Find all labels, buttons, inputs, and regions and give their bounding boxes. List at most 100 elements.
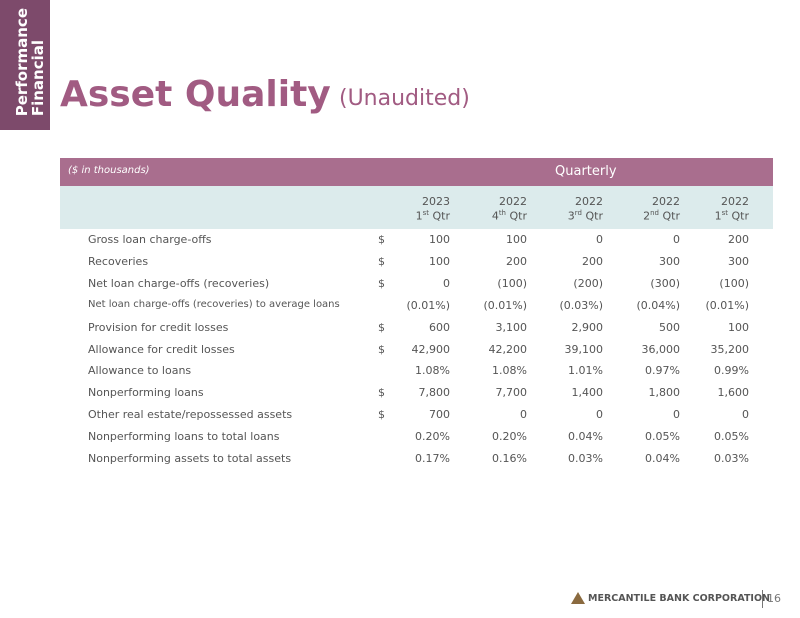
- cell-value: 0: [520, 408, 527, 422]
- row-label: Other real estate/repossessed assets: [88, 408, 293, 422]
- cell-value: (100): [719, 276, 749, 290]
- row-label: Provision for credit losses: [88, 320, 229, 334]
- cell-value: 39,100: [564, 342, 604, 356]
- cell-value: 42,200: [488, 342, 528, 356]
- cell-value: 0.20%: [492, 430, 527, 444]
- cell-value: 0.04%: [645, 452, 680, 465]
- cell-value: 35,200: [710, 342, 750, 356]
- row-label: Net loan charge-offs (recoveries) to ave…: [88, 298, 340, 310]
- column-year: 2023: [422, 195, 450, 208]
- quarter-number: 1: [714, 209, 722, 223]
- cell-value: 1,400: [571, 386, 604, 400]
- cell-value: 1.01%: [568, 364, 603, 378]
- row-label: Net loan charge-offs (recoveries): [88, 276, 270, 290]
- cell-value: 0.20%: [415, 430, 450, 444]
- quarter-suffix: st: [721, 209, 728, 217]
- cell-value: 0: [596, 233, 603, 246]
- currency-sign: $: [378, 408, 385, 422]
- cell-value: 100: [429, 233, 450, 246]
- row-label: Allowance to loans: [88, 364, 192, 378]
- cell-value: 1,800: [648, 386, 681, 400]
- column-quarter: 1st Qtr: [360, 209, 450, 223]
- cell-value: 200: [582, 254, 603, 268]
- cell-value: 200: [728, 233, 749, 246]
- cell-value: 200: [506, 254, 527, 268]
- cell-value: 0: [673, 233, 680, 246]
- column-year: 2022: [499, 195, 527, 208]
- quarter-suffix: st: [422, 209, 429, 217]
- cell-value: 100: [728, 320, 749, 334]
- column-year: 2022: [575, 195, 603, 208]
- subtitle: (Unaudited): [339, 86, 470, 111]
- cell-value: 0.05%: [645, 430, 680, 444]
- cell-value: 1,600: [717, 386, 750, 400]
- cell-value: (0.01%): [406, 298, 450, 312]
- cell-value: (200): [573, 276, 603, 290]
- side-tab-text: Financial: [29, 39, 47, 116]
- quarter-suffix: rd: [574, 209, 582, 217]
- cell-value: (100): [497, 276, 527, 290]
- cell-value: 0.16%: [492, 452, 527, 465]
- column-year: 2022: [721, 195, 749, 208]
- cell-value: (0.04%): [636, 298, 680, 312]
- column-year: 2022: [652, 195, 680, 208]
- cell-value: 500: [659, 320, 680, 334]
- row-label: Nonperforming loans: [88, 386, 204, 400]
- cell-value: 0: [673, 408, 680, 422]
- quarter-number: 3: [567, 209, 575, 223]
- column-quarter: 2nd Qtr: [590, 209, 680, 223]
- row-label: Gross loan charge-offs: [88, 233, 212, 246]
- quarter-suffix: nd: [650, 209, 659, 217]
- quarter-number: 2: [643, 209, 651, 223]
- cell-value: 300: [659, 254, 680, 268]
- cell-value: (0.01%): [705, 298, 749, 312]
- quarter-label: Qtr: [509, 209, 528, 223]
- logo-triangle: [571, 592, 585, 604]
- row-label: Nonperforming loans to total loans: [88, 430, 280, 444]
- currency-sign: $: [378, 233, 385, 246]
- currency-sign: $: [378, 254, 385, 268]
- cell-value: 7,800: [418, 386, 451, 400]
- cell-value: 0.17%: [415, 452, 450, 465]
- currency-sign: $: [378, 342, 385, 356]
- units-label: ($ in thousands): [68, 165, 150, 176]
- side-tab: Financial Performance: [0, 0, 50, 130]
- cell-value: (0.01%): [483, 298, 527, 312]
- page-number: 16: [767, 592, 781, 605]
- header-bar: [60, 158, 773, 186]
- footer-divider: [762, 590, 763, 608]
- cell-value: 0: [742, 408, 749, 422]
- cell-value: 0: [443, 276, 450, 290]
- cell-value: 600: [429, 320, 450, 334]
- quarter-label: Qtr: [585, 209, 604, 223]
- cell-value: 1.08%: [415, 364, 450, 378]
- column-quarter: 3rd Qtr: [513, 209, 603, 223]
- cell-value: 0.99%: [714, 364, 749, 378]
- quarter-label: Qtr: [731, 209, 750, 223]
- cell-value: 0.97%: [645, 364, 680, 378]
- column-quarter: 1st Qtr: [659, 209, 749, 223]
- currency-sign: $: [378, 276, 385, 290]
- column-quarter: 4th Qtr: [437, 209, 527, 223]
- quarter-suffix: th: [498, 209, 506, 217]
- title: Asset Quality: [60, 74, 331, 115]
- cell-value: 2,900: [571, 320, 604, 334]
- cell-value: 0: [596, 408, 603, 422]
- cell-value: 7,700: [495, 386, 528, 400]
- row-label: Nonperforming assets to total assets: [88, 452, 292, 465]
- cell-value: 300: [728, 254, 749, 268]
- quarter-number: 1: [415, 209, 423, 223]
- cell-value: (300): [650, 276, 680, 290]
- subheader-bar: [60, 186, 773, 229]
- quarter-number: 4: [491, 209, 499, 223]
- quarter-label: Qtr: [662, 209, 681, 223]
- cell-value: 36,000: [641, 342, 681, 356]
- cell-value: 700: [429, 408, 450, 422]
- currency-sign: $: [378, 320, 385, 334]
- company-name: MERCANTILE BANK CORPORATION: [588, 593, 770, 604]
- side-tab-text: Performance: [13, 7, 31, 116]
- group-label: Quarterly: [555, 164, 617, 179]
- cell-value: 42,900: [411, 342, 451, 356]
- row-label: Allowance for credit losses: [88, 342, 235, 356]
